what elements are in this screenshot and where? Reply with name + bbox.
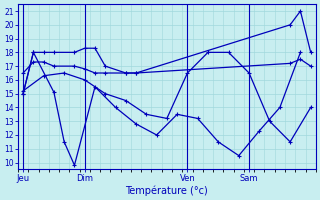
X-axis label: Température (°c): Température (°c) — [125, 185, 208, 196]
